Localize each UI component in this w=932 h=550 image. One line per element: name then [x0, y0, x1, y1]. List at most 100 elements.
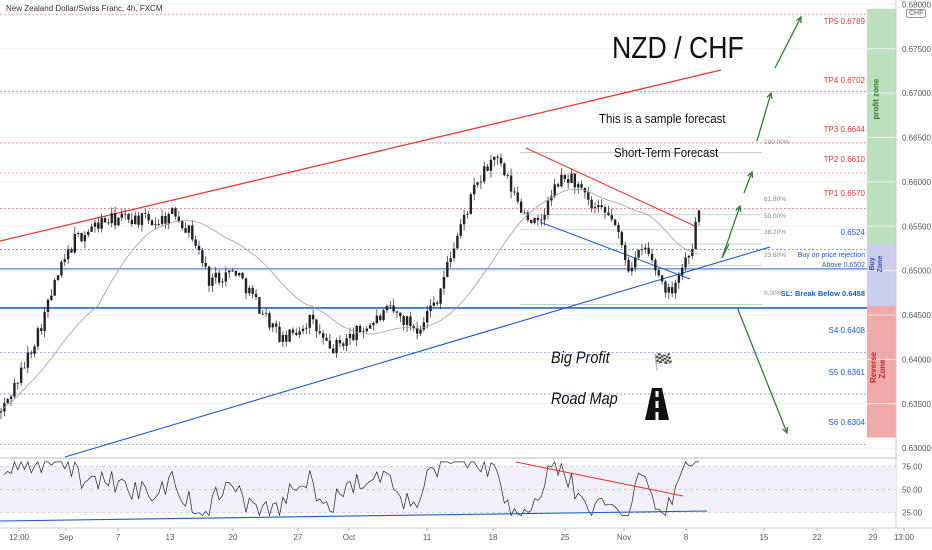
candle	[483, 161, 486, 184]
forecast-arrow-3	[774, 16, 802, 69]
candle	[261, 310, 264, 316]
candle	[201, 247, 204, 268]
candle	[523, 209, 526, 214]
fib-23-6-label: 23.60%	[764, 252, 787, 259]
chart-title: NZD / CHF	[612, 30, 744, 65]
candle	[278, 321, 281, 343]
candle	[30, 350, 33, 359]
tp3-label: TP3 0.6644	[823, 125, 865, 134]
candle	[170, 207, 174, 215]
candle	[422, 317, 426, 333]
rsi-tick-label: 25.00	[902, 509, 923, 518]
time-tick-label: 13:00	[894, 533, 915, 542]
fib-61-8-label: 61.80%	[764, 196, 787, 203]
candle	[244, 277, 248, 300]
price-tick-label: 0.65500	[902, 222, 931, 231]
candle	[654, 258, 657, 276]
rsi-panel: 75.00 50.00 25.00	[0, 457, 923, 522]
candle	[16, 382, 19, 390]
candle	[540, 214, 543, 226]
candle	[13, 378, 16, 400]
fib-0-label: 0.00%	[764, 290, 783, 297]
candle	[570, 168, 573, 184]
candle	[613, 219, 617, 227]
currency-badge[interactable]: CHF	[906, 9, 927, 18]
candle	[264, 308, 268, 317]
candle	[375, 309, 379, 325]
moving-average-line	[0, 188, 700, 412]
candle	[342, 342, 345, 351]
candle	[459, 219, 462, 239]
time-tick-label: 25	[561, 533, 570, 542]
candle	[556, 182, 560, 188]
candle	[97, 217, 100, 233]
candle	[516, 186, 519, 205]
candle	[533, 217, 536, 225]
candle	[395, 310, 399, 319]
candle	[368, 322, 372, 329]
candle	[100, 213, 103, 233]
candle	[211, 273, 214, 293]
candle	[60, 260, 63, 278]
candle	[389, 300, 392, 309]
price-tick-label: 0.66000	[902, 178, 931, 187]
price-tick-label: 0.68000	[902, 0, 931, 9]
candle	[325, 333, 328, 342]
time-tick-label: 22	[813, 533, 822, 542]
candle	[43, 306, 46, 338]
candle	[258, 296, 261, 314]
time-tick-label: 29	[869, 533, 878, 542]
candle	[301, 325, 305, 335]
candle	[573, 173, 577, 194]
candle	[127, 213, 130, 223]
candle	[681, 263, 684, 281]
candle	[647, 242, 650, 257]
candle	[352, 327, 355, 342]
arrowhead	[795, 15, 802, 24]
tp4-label: TP4 0.6702	[823, 76, 865, 85]
candle	[123, 209, 127, 221]
level-lines	[0, 13, 867, 445]
candle	[271, 322, 275, 332]
candle	[644, 244, 647, 254]
candle	[113, 206, 117, 230]
s6-label: S6 0.6304	[828, 418, 865, 427]
candle	[697, 209, 701, 226]
price-tick-label: 0.66500	[902, 134, 931, 143]
candle	[449, 251, 452, 268]
candle	[412, 323, 415, 332]
profit-zone-label: profit zone	[871, 78, 881, 120]
candle	[432, 296, 436, 307]
fib-38-2-label: 38.20%	[764, 229, 787, 236]
candle	[600, 199, 603, 209]
trendlines	[0, 69, 771, 458]
price-tick-label: 0.64500	[902, 311, 931, 320]
candle	[362, 327, 365, 339]
buy-zone	[867, 244, 896, 307]
candle	[268, 311, 271, 331]
time-tick-label: Oct	[343, 533, 356, 542]
candle	[546, 196, 550, 220]
forecast-arrow-0	[721, 205, 741, 259]
time-tick-label: 8	[684, 533, 689, 542]
candle	[26, 345, 30, 374]
candle	[157, 219, 160, 227]
candle	[620, 230, 624, 249]
tp2-label: TP2 0.6610	[823, 155, 865, 164]
candle	[563, 174, 566, 183]
candle	[603, 204, 607, 220]
candle	[291, 327, 295, 336]
price-axis: 0.68000 0.67500 0.67000 0.66500 0.66000 0.655…	[895, 0, 931, 528]
candle	[650, 248, 654, 264]
candle	[409, 311, 412, 331]
time-tick-label: 27	[294, 533, 303, 542]
candle	[191, 219, 194, 242]
candle	[217, 269, 221, 286]
candle	[164, 212, 167, 230]
price-tick-label: 0.67000	[902, 89, 931, 98]
candle	[144, 208, 147, 219]
candle	[107, 218, 110, 226]
candle	[140, 213, 144, 232]
candle	[167, 212, 170, 230]
